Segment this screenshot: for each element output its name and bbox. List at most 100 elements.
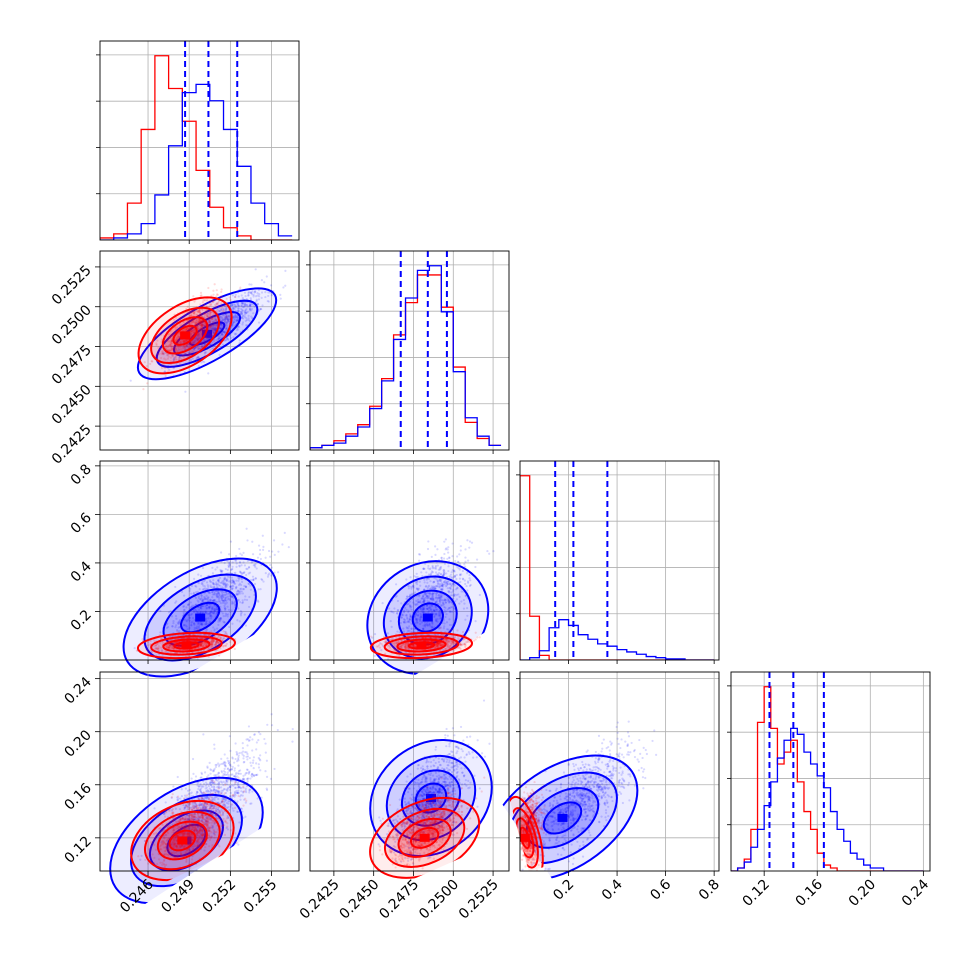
scatter-point [161,352,164,355]
scatter-point [155,343,158,347]
scatter-point [240,294,243,297]
scatter-point [249,291,253,295]
scatter-point [195,314,198,317]
scatter-point [240,312,244,315]
scatter-point [172,358,176,361]
scatter-point [211,317,214,320]
scatter-point [245,527,248,530]
scatter-point [187,351,190,355]
scatter-point [197,336,200,340]
scatter-point [217,329,221,333]
scatter-point [190,314,193,317]
scatter-point [170,340,173,343]
scatter-point [241,309,244,312]
scatter-point [254,268,257,271]
scatter-point [208,321,211,324]
scatter-point [466,539,469,542]
scatter-point [207,372,210,375]
scatter-point [248,307,252,311]
scatter-point [214,326,217,330]
scatter-point [190,332,193,336]
scatter-point [171,354,174,357]
scatter-point [267,549,271,553]
scatter-point [224,327,228,330]
scatter-point [193,347,196,351]
scatter-point [208,299,211,302]
scatter-point [237,304,241,307]
scatter-point [193,349,196,352]
scatter-point [201,345,204,348]
scatter-point [244,319,247,323]
scatter-point [225,328,228,331]
scatter-point [163,366,166,369]
scatter-point [233,317,236,320]
scatter-point [192,341,196,344]
scatter-point [225,315,228,318]
scatter-point [200,345,204,349]
scatter-point [234,293,237,296]
scatter-point [231,321,234,324]
scatter-point [468,540,472,543]
scatter-point [250,309,253,312]
scatter-point [221,333,224,336]
scatter-point [246,305,249,308]
scatter-point [444,548,447,551]
scatter-point [228,553,231,556]
scatter-point [185,329,188,332]
scatter-point [253,305,256,308]
scatter-point [284,284,287,287]
scatter-point [225,307,228,310]
scatter-point [232,306,235,309]
scatter-point [170,348,173,351]
scatter-point [219,295,223,298]
scatter-point [204,336,208,340]
scatter-point [196,338,199,342]
scatter-point [197,322,200,326]
scatter-point [234,295,237,299]
scatter-point [171,342,174,345]
scatter-point [219,327,222,330]
scatter-point [195,319,198,323]
scatter-point [194,346,197,350]
scatter-panel-1-0 [99,250,300,451]
scatter-point [201,320,204,323]
scatter-point [224,317,227,320]
scatter-point [203,308,207,311]
scatter-point [213,324,216,327]
scatter-point [257,298,261,301]
scatter-point [170,345,173,348]
scatter-point [223,316,227,319]
scatter-point [263,281,266,284]
scatter-point [200,322,203,326]
scatter-point [246,310,250,313]
scatter-point [201,308,204,312]
scatter-point [198,311,201,314]
scatter-point [198,322,202,325]
scatter-point [200,321,203,324]
scatter-point [199,320,202,324]
scatter-point [171,334,174,337]
scatter-point [302,501,304,503]
scatter-point [270,293,273,297]
scatter-point [210,327,214,331]
scatter-point [237,307,240,310]
scatter-point [220,319,223,322]
scatter-point [183,346,186,349]
scatter-point [200,320,203,323]
scatter-point [229,336,233,340]
scatter-point [236,318,239,321]
scatter-point [179,348,182,351]
scatter-point [233,308,236,311]
scatter-point [226,318,229,321]
scatter-point [451,555,454,558]
scatter-point [209,315,212,318]
scatter-point [164,374,167,378]
scatter-point [240,301,243,304]
scatter-point [224,339,228,342]
scatter-point [197,355,200,358]
scatter-point [210,630,213,633]
scatter-point [250,302,253,306]
scatter-point [197,320,200,324]
scatter-point [215,323,218,326]
scatter-point [208,316,211,319]
